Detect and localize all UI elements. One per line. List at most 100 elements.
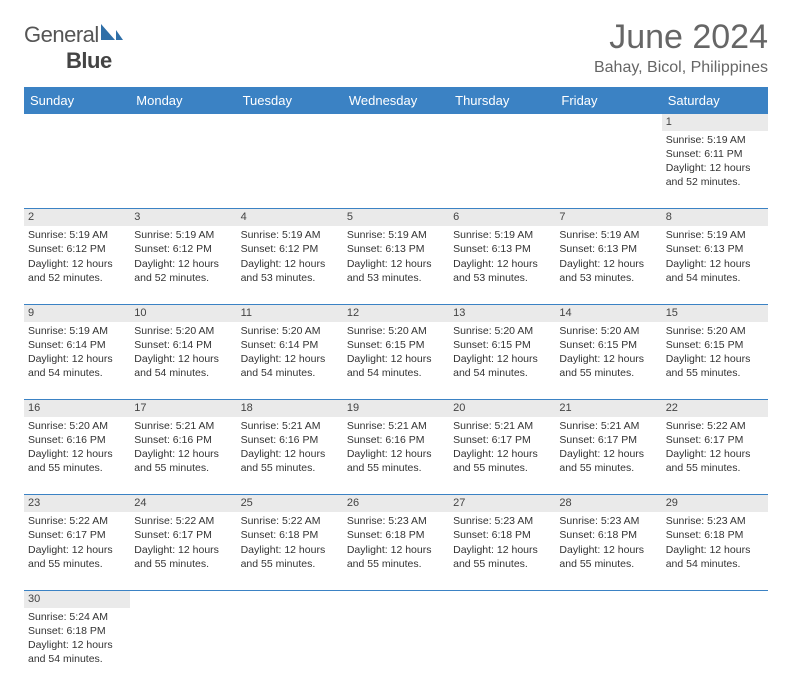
day-line-day1: Daylight: 12 hours [453,257,551,271]
day-line-sunrise: Sunrise: 5:22 AM [241,514,339,528]
day-line-sunset: Sunset: 6:12 PM [241,242,339,256]
day-line-sunset: Sunset: 6:18 PM [453,528,551,542]
day-line-day2: and 55 minutes. [559,557,657,571]
day-cell-content: Sunrise: 5:24 AMSunset: 6:18 PMDaylight:… [28,610,126,667]
day-line-day1: Daylight: 12 hours [28,257,126,271]
day-line-sunrise: Sunrise: 5:19 AM [28,324,126,338]
day-line-day2: and 54 minutes. [134,366,232,380]
day-line-sunrise: Sunrise: 5:20 AM [453,324,551,338]
week-row: Sunrise: 5:19 AM Sunset: 6:14 PM Daylight:… [24,322,768,400]
day-line-sunset: Sunset: 6:16 PM [241,433,339,447]
day-number: 16 [24,400,130,417]
day-cell [130,608,236,686]
day-number: 4 [237,209,343,226]
day-line-sunset: Sunset: 6:13 PM [347,242,445,256]
day-line-sunrise: Sunrise: 5:21 AM [347,419,445,433]
day-cell: Sunrise: 5:23 AMSunset: 6:18 PMDaylight:… [343,512,449,590]
day-line-day2: and 53 minutes. [559,271,657,285]
day-cell-content: Sunrise: 5:20 AMSunset: 6:15 PMDaylight:… [453,324,551,381]
day-number [130,114,236,131]
day-cell: Sunrise: 5:19 AMSunset: 6:11 PMDaylight:… [662,131,768,209]
day-cell: Sunrise: 5:20 AMSunset: 6:14 PMDaylight:… [130,322,236,400]
day-cell: Sunrise: 5:22 AMSunset: 6:18 PMDaylight:… [237,512,343,590]
day-line-sunrise: Sunrise: 5:22 AM [666,419,764,433]
day-number: 2 [24,209,130,226]
day-line-day2: and 52 minutes. [134,271,232,285]
day-line-sunrise: Sunrise: 5:23 AM [559,514,657,528]
daynum-row: 1 [24,114,768,131]
day-line-sunset: Sunset: 6:13 PM [453,242,551,256]
day-cell: Sunrise: 5:20 AMSunset: 6:15 PMDaylight:… [343,322,449,400]
day-line-sunrise: Sunrise: 5:19 AM [666,133,764,147]
day-line-day1: Daylight: 12 hours [28,543,126,557]
day-line-sunrise: Sunrise: 5:20 AM [28,419,126,433]
day-cell: Sunrise: 5:22 AMSunset: 6:17 PMDaylight:… [130,512,236,590]
day-cell-content: Sunrise: 5:20 AMSunset: 6:16 PMDaylight:… [28,419,126,476]
day-line-day1: Daylight: 12 hours [134,447,232,461]
day-line-sunrise: Sunrise: 5:21 AM [559,419,657,433]
day-number: 5 [343,209,449,226]
day-line-day1: Daylight: 12 hours [28,638,126,652]
day-line-day2: and 55 minutes. [28,461,126,475]
day-line-sunrise: Sunrise: 5:21 AM [453,419,551,433]
day-number: 15 [662,304,768,321]
day-cell-content: Sunrise: 5:19 AMSunset: 6:12 PMDaylight:… [134,228,232,285]
day-line-day1: Daylight: 12 hours [241,257,339,271]
day-number [237,114,343,131]
day-cell [555,608,661,686]
day-cell-content: Sunrise: 5:21 AMSunset: 6:17 PMDaylight:… [453,419,551,476]
day-number [662,590,768,607]
day-line-day1: Daylight: 12 hours [559,257,657,271]
day-cell: Sunrise: 5:22 AMSunset: 6:17 PMDaylight:… [662,417,768,495]
day-number [449,114,555,131]
day-line-day2: and 54 minutes. [347,366,445,380]
day-line-day1: Daylight: 12 hours [347,543,445,557]
day-line-sunset: Sunset: 6:12 PM [28,242,126,256]
day-number: 18 [237,400,343,417]
day-line-day1: Daylight: 12 hours [453,352,551,366]
day-line-sunset: Sunset: 6:17 PM [559,433,657,447]
day-cell [449,608,555,686]
day-cell: Sunrise: 5:19 AMSunset: 6:12 PMDaylight:… [237,226,343,304]
weekday-header: Friday [555,87,661,114]
day-line-sunset: Sunset: 6:18 PM [241,528,339,542]
day-line-sunset: Sunset: 6:16 PM [347,433,445,447]
day-line-day2: and 52 minutes. [28,271,126,285]
day-number: 11 [237,304,343,321]
day-line-day2: and 54 minutes. [453,366,551,380]
day-cell-content: Sunrise: 5:23 AMSunset: 6:18 PMDaylight:… [453,514,551,571]
day-cell-content: Sunrise: 5:23 AMSunset: 6:18 PMDaylight:… [666,514,764,571]
day-line-day2: and 55 minutes. [559,461,657,475]
brand-text: GeneralBlue [24,22,125,74]
day-line-day2: and 53 minutes. [241,271,339,285]
day-number: 1 [662,114,768,131]
day-line-day1: Daylight: 12 hours [666,447,764,461]
day-cell-content: Sunrise: 5:19 AMSunset: 6:11 PMDaylight:… [666,133,764,190]
day-cell: Sunrise: 5:19 AMSunset: 6:14 PMDaylight:… [24,322,130,400]
day-line-sunset: Sunset: 6:18 PM [559,528,657,542]
day-cell [449,131,555,209]
day-number: 9 [24,304,130,321]
day-line-sunset: Sunset: 6:14 PM [241,338,339,352]
day-line-day2: and 55 minutes. [241,461,339,475]
day-cell-content: Sunrise: 5:19 AMSunset: 6:12 PMDaylight:… [28,228,126,285]
day-number: 30 [24,590,130,607]
day-cell-content: Sunrise: 5:19 AMSunset: 6:13 PMDaylight:… [453,228,551,285]
month-title: June 2024 [594,18,768,57]
day-line-sunrise: Sunrise: 5:20 AM [241,324,339,338]
day-cell: Sunrise: 5:19 AMSunset: 6:13 PMDaylight:… [343,226,449,304]
daynum-row: 30 [24,590,768,607]
day-number: 12 [343,304,449,321]
daynum-row: 16171819202122 [24,400,768,417]
day-cell-content: Sunrise: 5:21 AMSunset: 6:16 PMDaylight:… [241,419,339,476]
daynum-row: 2345678 [24,209,768,226]
week-row: Sunrise: 5:19 AMSunset: 6:12 PMDaylight:… [24,226,768,304]
day-line-day1: Daylight: 12 hours [559,447,657,461]
header: GeneralBlue June 2024 Bahay, Bicol, Phil… [24,18,768,77]
day-number: 23 [24,495,130,512]
day-number: 10 [130,304,236,321]
day-line-sunrise: Sunrise: 5:22 AM [28,514,126,528]
day-cell-content: Sunrise: 5:22 AMSunset: 6:17 PMDaylight:… [134,514,232,571]
day-line-day2: and 54 minutes. [241,366,339,380]
day-cell [24,131,130,209]
